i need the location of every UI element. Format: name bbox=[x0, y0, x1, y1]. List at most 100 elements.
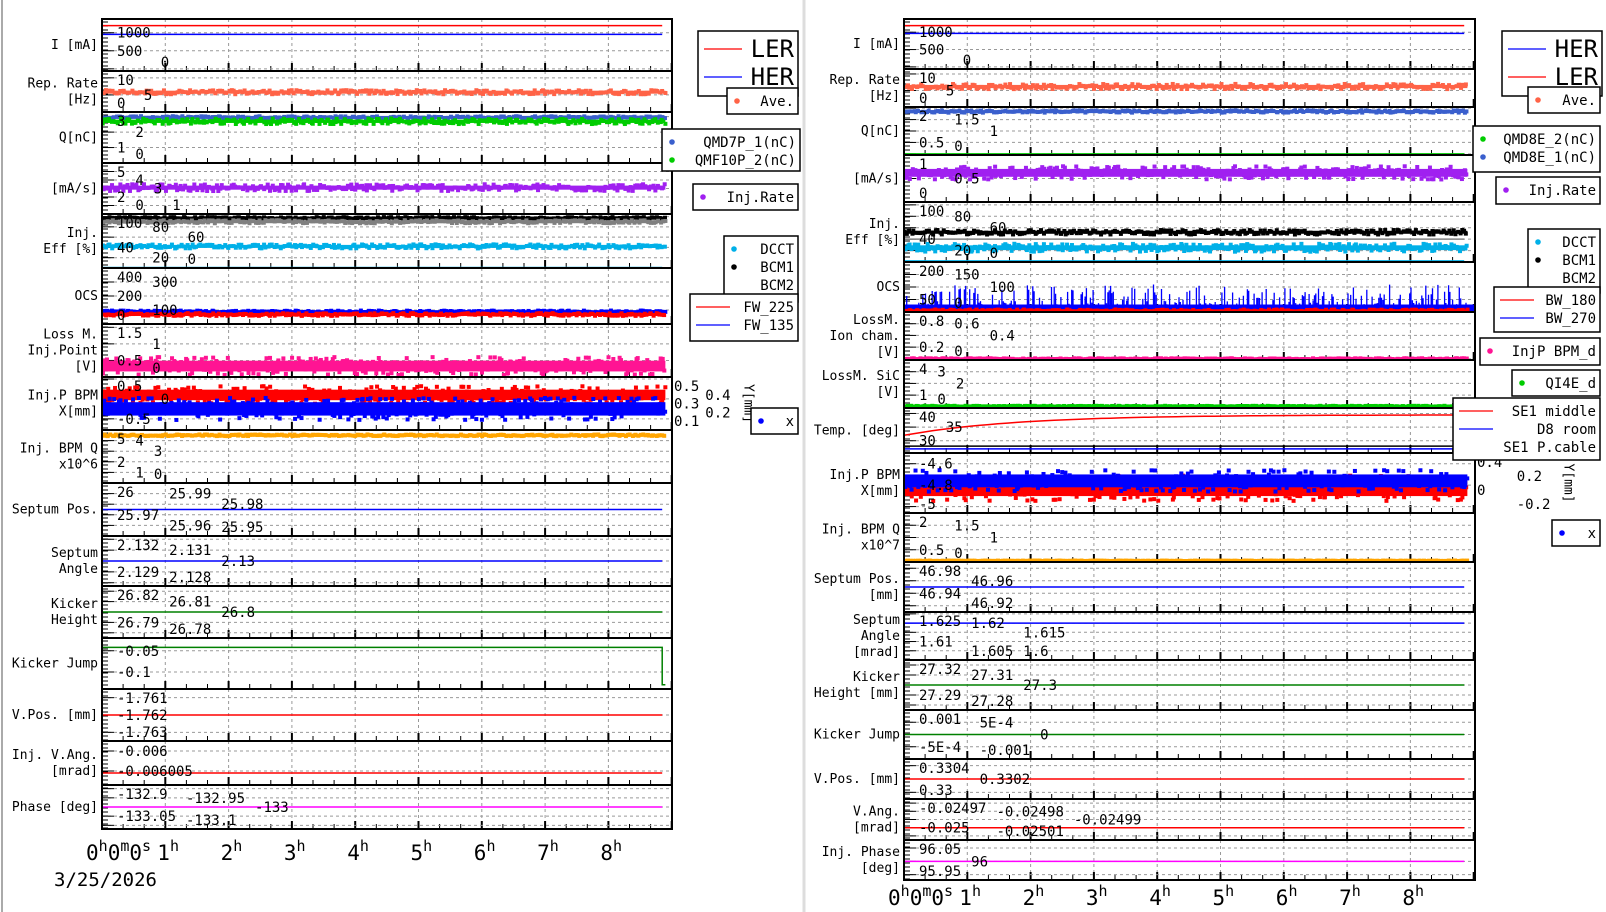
series-dcct-point bbox=[494, 242, 499, 247]
series-inj-rate-point bbox=[280, 183, 285, 188]
y-tick-label: -132.95 bbox=[186, 791, 245, 807]
y-tick-label: 2.132 bbox=[117, 538, 159, 554]
y-axis-label-row: I [mA] bbox=[51, 38, 98, 53]
series-loss-point bbox=[541, 372, 546, 377]
y-tick-label: 0 bbox=[152, 361, 160, 377]
y-axis-label-row: Kicker bbox=[51, 597, 98, 612]
series-loss-point bbox=[430, 355, 435, 360]
series-y-point bbox=[156, 385, 161, 390]
series-loss-point bbox=[521, 356, 526, 361]
series-bcm2-point bbox=[434, 218, 439, 223]
series-inj-rate-point bbox=[425, 183, 430, 188]
series-group bbox=[904, 24, 1465, 35]
y-axis-label-row: V.Pos. [mm] bbox=[12, 708, 98, 723]
x-tick-label: 6h bbox=[474, 837, 496, 865]
series-x-point bbox=[503, 417, 508, 422]
series-qmf10p-2-nc--point bbox=[534, 121, 539, 126]
y-tick-label: 2.131 bbox=[169, 543, 211, 559]
series-x-point bbox=[118, 398, 123, 403]
y-tick-label: 0 bbox=[154, 467, 162, 483]
x-tick-label: 5h bbox=[411, 837, 433, 865]
series-x-point bbox=[384, 416, 389, 421]
x-tick-unit: h bbox=[297, 837, 306, 855]
series-y-point bbox=[133, 385, 138, 390]
series-dcct-band bbox=[102, 244, 666, 248]
series-ave--point bbox=[1356, 86, 1361, 91]
series-loss-point bbox=[611, 357, 616, 362]
x-tick-label: 1h bbox=[157, 837, 179, 865]
series-dcct-point bbox=[575, 242, 580, 247]
series-ave--point bbox=[964, 82, 969, 87]
series-x-point bbox=[376, 415, 381, 420]
series-ave--point bbox=[531, 91, 536, 96]
series-x-point bbox=[529, 398, 534, 403]
series-inj-rate-point bbox=[440, 183, 445, 188]
series-y-point bbox=[127, 386, 132, 391]
series-inj-rate-point bbox=[211, 189, 216, 194]
series-inj-rate-point bbox=[405, 183, 410, 188]
series-x-point bbox=[410, 398, 415, 403]
y-tick-label: 20 bbox=[152, 251, 169, 267]
series-inj-rate-point bbox=[514, 188, 519, 193]
series-x-point bbox=[490, 397, 495, 402]
series-ave--point bbox=[961, 82, 966, 87]
series-ave--point bbox=[1349, 86, 1354, 91]
series-qmf10p-2-nc--point bbox=[380, 121, 385, 126]
series-inj-rate-point bbox=[368, 183, 373, 188]
series-group bbox=[102, 355, 667, 377]
series-inj-rate-point bbox=[573, 188, 578, 193]
series-x-point bbox=[456, 399, 461, 404]
series-qmf10p-2-nc--point bbox=[233, 122, 238, 127]
series-x-point bbox=[362, 414, 367, 419]
series-dcct-point bbox=[317, 246, 322, 251]
series-loss-point bbox=[325, 372, 330, 377]
series-ave--point bbox=[946, 86, 951, 91]
series-x-point bbox=[416, 397, 421, 402]
series-dcct-point bbox=[370, 242, 375, 247]
series-inj-rate-point bbox=[252, 188, 257, 193]
series-qmf10p-2-nc--point bbox=[195, 117, 200, 122]
series-ave--point bbox=[394, 88, 399, 93]
series-loss-point bbox=[374, 371, 379, 376]
series-x-point bbox=[585, 417, 590, 422]
y-axis-label: BPM bbox=[75, 389, 99, 404]
series-ave--point bbox=[632, 91, 637, 96]
series-x-point bbox=[478, 398, 483, 403]
y-axis-label-row: Eff [%] bbox=[43, 242, 98, 257]
x-tick-unit: h bbox=[613, 837, 622, 855]
series-qmf10p-2-nc--point bbox=[456, 122, 461, 127]
series-dcct-point bbox=[354, 246, 359, 251]
series-qmf10p-2-nc--point bbox=[616, 117, 621, 122]
series-loss-point bbox=[396, 372, 401, 377]
y-axis-label-row: Phase [deg] bbox=[12, 800, 98, 815]
series-ave--point bbox=[1154, 86, 1159, 91]
series-ave--point bbox=[1459, 82, 1464, 87]
y-tick-label: 3 bbox=[154, 182, 162, 198]
series-dcct-point bbox=[150, 242, 155, 247]
series-ave--point bbox=[1126, 86, 1131, 91]
series-x-point bbox=[317, 417, 322, 422]
series-y-point bbox=[628, 399, 633, 404]
right-y-tick-label: 0.1 bbox=[674, 414, 699, 430]
series-dcct-point bbox=[208, 242, 213, 247]
series-x-point bbox=[277, 416, 282, 421]
series-y-point bbox=[396, 400, 401, 405]
series-bcm2-point bbox=[615, 218, 620, 223]
series-ave--point bbox=[1170, 81, 1175, 86]
series-ave--point bbox=[1398, 82, 1403, 87]
series-loss-point bbox=[618, 358, 623, 363]
y-axis-label-row: [mrad] bbox=[51, 764, 98, 779]
series-x-point bbox=[237, 416, 242, 421]
series-qmf10p-2-nc--point bbox=[328, 121, 333, 126]
series-dcct-point bbox=[129, 242, 134, 247]
legend-dot-icon bbox=[700, 194, 706, 200]
series-inj-rate-point bbox=[557, 183, 562, 188]
legend-label: FW_225 bbox=[743, 300, 794, 316]
legend-dot-icon bbox=[758, 418, 764, 424]
series-x-point bbox=[479, 417, 484, 422]
series-y-point bbox=[153, 385, 158, 390]
series-ave--point bbox=[1264, 86, 1269, 91]
y-tick-label: 10 bbox=[117, 73, 134, 89]
series-dcct-point bbox=[226, 245, 231, 250]
y-tick-label: 200 bbox=[117, 289, 142, 305]
